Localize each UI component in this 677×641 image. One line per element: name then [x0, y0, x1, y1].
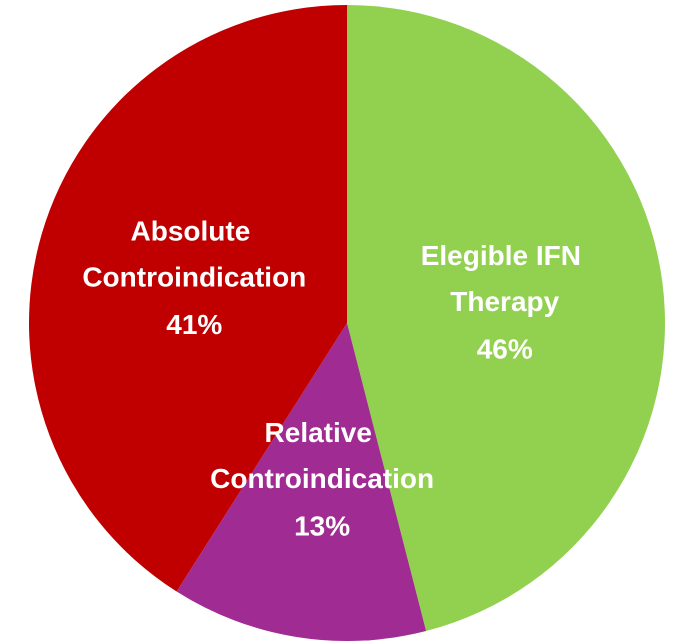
- value-label: 41%: [166, 309, 222, 340]
- slice-label: Elegible IFN Therapy: [421, 240, 589, 317]
- value-label: 13%: [294, 510, 350, 541]
- value-label: 46%: [477, 333, 533, 364]
- pie-slice: [347, 4, 666, 632]
- label-line: Absolute: [131, 216, 259, 247]
- label-line: Elegible IFN: [421, 240, 589, 271]
- slice-label: Relative Controindication: [210, 417, 434, 494]
- pie-slice: [29, 5, 348, 592]
- pie-slice: [176, 323, 427, 641]
- slice-label: Absolute Controindication: [82, 216, 306, 293]
- label-line: Controindication: [210, 463, 434, 494]
- label-line: Controindication: [82, 262, 306, 293]
- label-line: Relative: [265, 417, 380, 448]
- label-line: Therapy: [450, 286, 559, 317]
